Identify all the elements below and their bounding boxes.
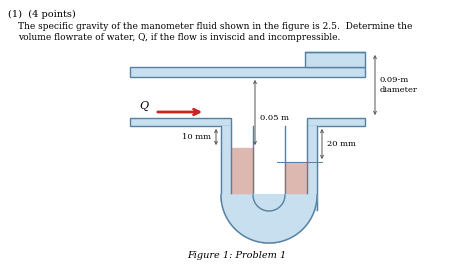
Text: 0.09-m
diameter: 0.09-m diameter [380,76,418,94]
Text: (1)  (4 points): (1) (4 points) [8,10,76,19]
Text: Figure 1: Problem 1: Figure 1: Problem 1 [187,251,287,260]
Polygon shape [253,195,285,211]
Polygon shape [221,195,317,243]
Text: The specific gravity of the manometer fluid shown in the figure is 2.5.  Determi: The specific gravity of the manometer fl… [18,22,412,31]
Bar [130,67,365,77]
Text: volume flowrate of water, Q, if the flow is inviscid and incompressible.: volume flowrate of water, Q, if the flow… [18,33,340,42]
Text: 0.05 m: 0.05 m [260,114,289,122]
Text: 20 mm: 20 mm [327,140,356,148]
Text: Q: Q [139,101,148,111]
Bar [305,52,365,67]
Bar [307,118,365,126]
Bar [130,118,231,126]
Text: 10 mm: 10 mm [182,133,211,141]
